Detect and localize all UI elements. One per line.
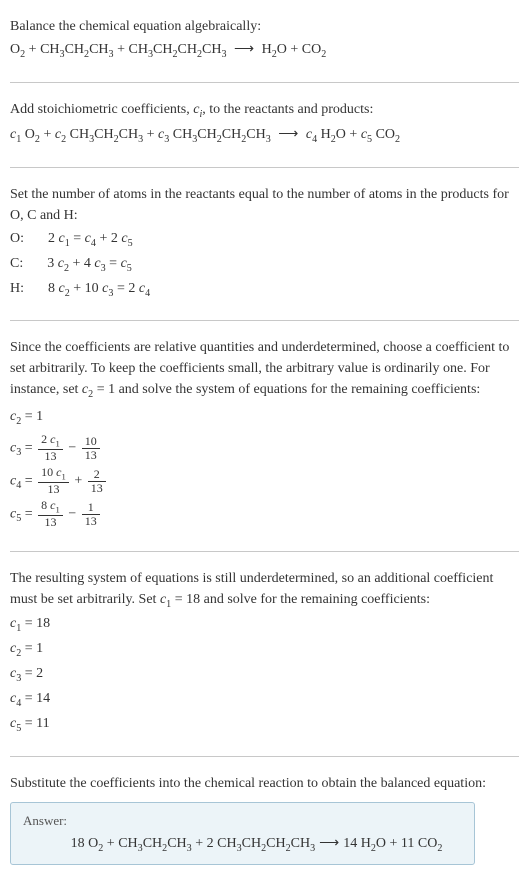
reactant-propane: CH3CH2CH3 — [40, 42, 114, 57]
final-c4: c4 = 14 — [10, 688, 519, 711]
section-answer: Substitute the coefficients into the che… — [10, 765, 519, 875]
final-c3: c3 = 2 — [10, 663, 519, 686]
fraction: 8 c113 — [38, 499, 63, 529]
divider — [10, 756, 519, 757]
reactant-butane: CH3CH2CH2CH3 — [128, 42, 226, 57]
final-c1: c1 = 18 — [10, 613, 519, 636]
heading-atoms: Set the number of atoms in the reactants… — [10, 184, 519, 226]
reactant-o2: O2 — [25, 127, 40, 142]
reactant-o2: O2 — [10, 42, 25, 57]
section-atom-balance: Set the number of atoms in the reactants… — [10, 176, 519, 313]
product-co2: CO2 — [376, 127, 401, 142]
coeff-c4: c4 = 10 c113 + 213 — [10, 466, 519, 496]
heading-solve1: Since the coefficients are relative quan… — [10, 337, 519, 402]
section-solve2: The resulting system of equations is sti… — [10, 560, 519, 748]
heading-solve2: The resulting system of equations is sti… — [10, 568, 519, 612]
balanced-equation: 18 O2 + CH3CH2CH3 + 2 CH3CH2CH2CH3 ⟶ 14 … — [23, 835, 462, 854]
atom-row-c: C:3 c2 + 4 c3 = c5 — [10, 253, 519, 276]
fraction: 213 — [88, 468, 106, 495]
atom-row-h: H:8 c2 + 10 c3 = 2 c4 — [10, 278, 519, 301]
fraction: 10 c113 — [38, 466, 69, 496]
divider — [10, 551, 519, 552]
arrow-icon: ⟶ — [319, 835, 339, 852]
product-h2o: H2O — [262, 42, 287, 57]
fraction: 1013 — [82, 435, 100, 462]
arrow-icon: ⟶ — [278, 124, 298, 145]
fraction: 2 c113 — [38, 433, 63, 463]
section-solve1: Since the coefficients are relative quan… — [10, 329, 519, 542]
heading-coefficients: Add stoichiometric coefficients, ci, to … — [10, 99, 519, 122]
final-c5: c5 = 11 — [10, 713, 519, 736]
section-coefficients: Add stoichiometric coefficients, ci, to … — [10, 91, 519, 159]
product-co2: CO2 — [302, 42, 327, 57]
heading-substitute: Substitute the coefficients into the che… — [10, 773, 519, 794]
atom-row-o: O:2 c1 = c4 + 2 c5 — [10, 228, 519, 251]
unbalanced-equation: O2 + CH3CH2CH3 + CH3CH2CH2CH3 ⟶ H2O + CO… — [10, 39, 519, 62]
coeff-c2: c2 = 1 — [10, 405, 519, 430]
divider — [10, 82, 519, 83]
fraction: 113 — [82, 501, 100, 528]
product-h2o: H2O — [321, 127, 346, 142]
divider — [10, 320, 519, 321]
heading-balance: Balance the chemical equation algebraica… — [10, 16, 519, 37]
section-balance: Balance the chemical equation algebraica… — [10, 8, 519, 74]
divider — [10, 167, 519, 168]
arrow-icon: ⟶ — [234, 39, 254, 60]
answer-label: Answer: — [23, 813, 462, 829]
coeff-c3: c3 = 2 c113 − 1013 — [10, 433, 519, 463]
reactant-butane: CH3CH2CH2CH3 — [173, 127, 271, 142]
coeff-c5: c5 = 8 c113 − 113 — [10, 499, 519, 529]
reactant-propane: CH3CH2CH3 — [70, 127, 144, 142]
coeff-equation: c1 O2 + c2 CH3CH2CH3 + c3 CH3CH2CH2CH3 ⟶… — [10, 124, 519, 147]
final-c2: c2 = 1 — [10, 638, 519, 661]
answer-box: Answer: 18 O2 + CH3CH2CH3 + 2 CH3CH2CH2C… — [10, 802, 475, 865]
